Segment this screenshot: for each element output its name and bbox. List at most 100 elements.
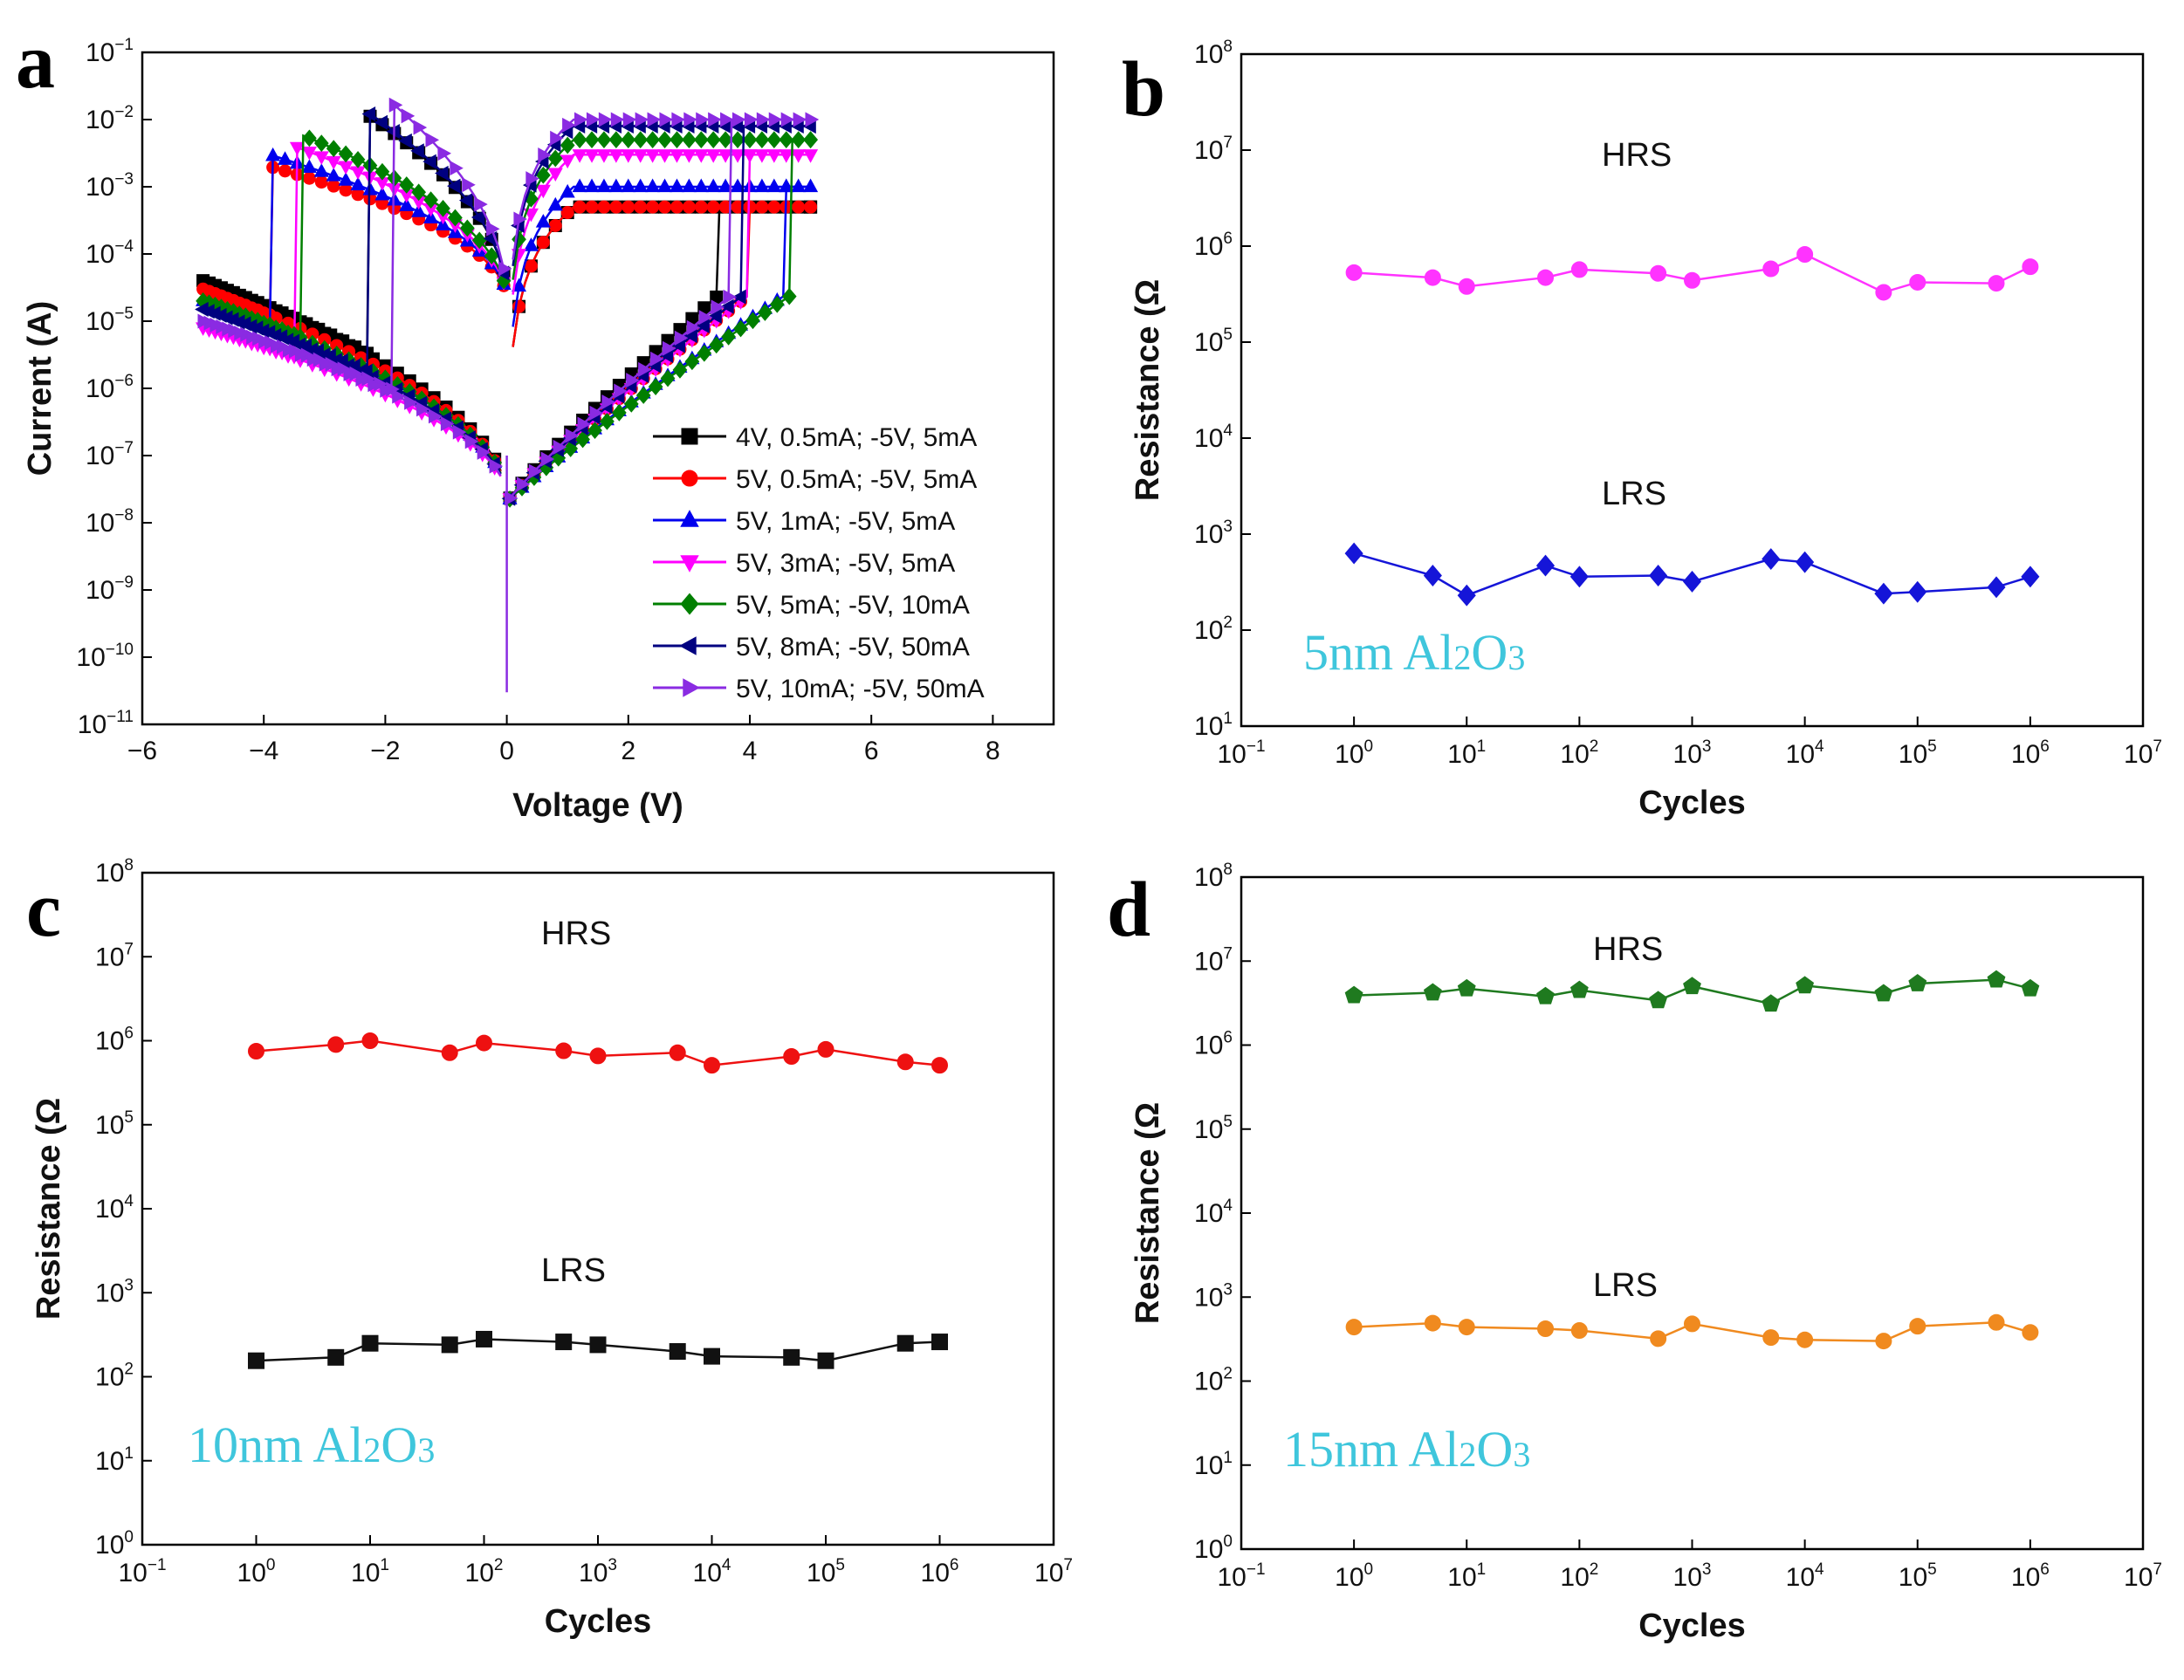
data-point-lrs <box>1649 565 1668 586</box>
iv-point <box>779 178 794 193</box>
iv-point <box>577 416 592 432</box>
iv-point <box>633 149 649 163</box>
y-tick-label: 10−9 <box>86 573 134 605</box>
y-tick-label: 105 <box>95 1108 134 1140</box>
data-point-hrs <box>1875 284 1892 301</box>
data-point-hrs <box>1649 991 1668 1009</box>
iv-point <box>730 131 745 149</box>
iv-point <box>670 131 684 149</box>
iv-point <box>645 131 660 149</box>
iv-point <box>411 183 427 202</box>
iv-point <box>754 178 770 193</box>
x-axis-title: Voltage (V) <box>512 787 683 824</box>
data-point-hrs <box>1570 261 1588 278</box>
iv-series <box>197 97 820 506</box>
y-tick-label: 104 <box>95 1192 134 1224</box>
iv-point <box>769 295 785 313</box>
iv-point <box>648 378 663 396</box>
iv-point <box>622 200 635 214</box>
data-point-hrs <box>361 1032 379 1049</box>
iv-point <box>339 183 353 197</box>
iv-point <box>681 178 697 193</box>
iv-point <box>548 218 562 232</box>
iv-point <box>705 131 721 149</box>
legend-swatch-marker <box>679 636 697 655</box>
iv-point <box>804 200 818 214</box>
iv-point <box>474 196 488 212</box>
legend-label: 5V, 5mA; -5V, 10mA <box>736 591 970 620</box>
iv-point <box>565 428 580 443</box>
data-point-lrs <box>1457 584 1476 607</box>
legend-swatch-marker <box>680 510 699 527</box>
data-point-lrs <box>1682 570 1702 593</box>
iv-point <box>766 149 782 163</box>
iv-point <box>791 178 807 193</box>
data-point-lrs <box>1987 576 2006 599</box>
iv-point <box>733 319 748 338</box>
iv-point <box>338 145 354 163</box>
x-tick-label: 106 <box>2011 1560 2050 1592</box>
iv-point <box>343 366 358 382</box>
data-point-hrs <box>2021 978 2040 997</box>
iv-point <box>553 439 567 455</box>
data-point-lrs <box>555 1334 573 1351</box>
x-tick-label: 107 <box>2124 1560 2162 1592</box>
iv-point <box>428 408 443 424</box>
iv-point <box>682 200 696 214</box>
state-label-lrs: LRS <box>541 1252 606 1289</box>
x-tick-label: −4 <box>249 737 278 765</box>
iv-point <box>399 197 415 211</box>
legend-swatch-marker <box>680 555 699 573</box>
iv-point <box>230 314 245 330</box>
data-point-lrs <box>1762 548 1781 571</box>
iv-point <box>289 141 306 156</box>
data-point-hrs <box>1684 271 1700 289</box>
data-point-hrs <box>1536 986 1555 1005</box>
iv-point <box>612 403 627 422</box>
thickness-label-part: 3 <box>417 1430 435 1470</box>
iv-point <box>633 131 649 149</box>
data-point-hrs <box>1650 264 1667 282</box>
data-point-lrs <box>1535 554 1556 577</box>
iv-point <box>355 371 369 387</box>
iv-point <box>657 149 673 163</box>
data-point-lrs <box>1345 1319 1363 1336</box>
x-tick-label: 4 <box>743 737 758 765</box>
y-tick-label: 105 <box>1194 326 1233 357</box>
data-point-hrs <box>1344 985 1363 1004</box>
legend-swatch-marker <box>681 470 698 487</box>
iv-point <box>278 151 293 165</box>
x-tick-label: 100 <box>1335 1560 1373 1592</box>
iv-point <box>367 377 381 393</box>
iv-point <box>669 149 685 163</box>
thickness-label-part: 10nm Al <box>188 1416 363 1473</box>
data-point-hrs <box>1909 273 1926 291</box>
iv-point <box>572 149 587 163</box>
iv-point <box>662 340 676 356</box>
iv-point <box>536 166 551 184</box>
iv-point <box>754 131 770 149</box>
iv-point <box>681 149 697 163</box>
x-tick-label: 106 <box>2011 737 2050 769</box>
x-axis-title: Cycles <box>1638 785 1746 821</box>
iv-point <box>645 178 661 193</box>
iv-point <box>301 159 317 173</box>
iv-point <box>302 171 316 185</box>
x-tick-label: 100 <box>237 1556 276 1587</box>
x-axis-title: Cycles <box>1638 1608 1746 1644</box>
y-axis-title: Resistance (Ω <box>31 1098 67 1320</box>
iv-point <box>621 131 636 149</box>
iv-point <box>572 178 587 193</box>
y-tick-label: 104 <box>1194 1197 1233 1228</box>
iv-point <box>672 360 688 379</box>
iv-point <box>538 147 552 163</box>
data-point-hrs <box>1796 245 1814 263</box>
legend-label: 5V, 3mA; -5V, 5mA <box>736 549 955 578</box>
legend-label: 5V, 8mA; -5V, 50mA <box>736 633 970 662</box>
iv-point <box>282 342 297 358</box>
iv-point <box>742 131 758 149</box>
thickness-label-part: 5nm Al <box>1303 624 1453 681</box>
y-tick-label: 105 <box>1194 1113 1233 1144</box>
thickness-label-part: 3 <box>1513 1435 1530 1474</box>
y-tick-label: 10−11 <box>78 708 134 739</box>
